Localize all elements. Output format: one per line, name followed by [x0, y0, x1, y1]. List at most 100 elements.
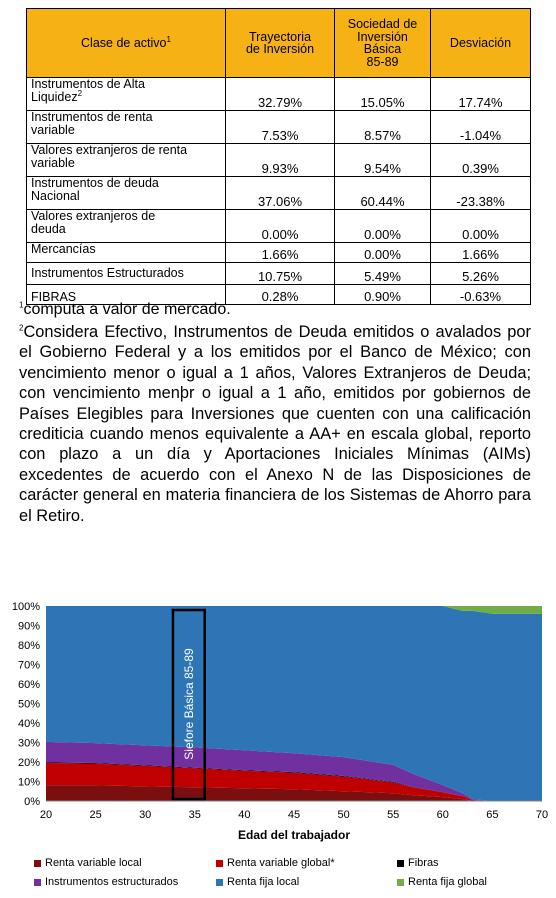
cell-siefore: 0.00% — [334, 242, 431, 263]
cell-trajectory: 10.75% — [225, 262, 335, 285]
cell-deviation: 0.00% — [430, 209, 531, 243]
table-row: Instrumentos Estructurados 10.75% 5.49% … — [26, 262, 531, 285]
cell-siefore: 15.05% — [334, 77, 431, 111]
header-deviation: Desviación — [430, 8, 531, 78]
table-row: Valores extranjeros de renta variable 9.9… — [26, 143, 531, 177]
y-tick-label: 30% — [18, 738, 40, 750]
table-row: Valores extranjeros de deuda 0.00% 0.00% … — [26, 209, 531, 243]
footnote-2: 2Considera Efectivo, Instrumentos de Deu… — [19, 323, 531, 525]
y-tick-label: 10% — [18, 777, 40, 789]
siefore-highlight-box — [171, 608, 206, 801]
legend-item-instrumentos-estructurados: Instrumentos estructurados — [34, 876, 178, 888]
asset-allocation-table: Clase de activo1 Trayectoria de Inversión… — [26, 8, 531, 305]
table-row: FIBRAS 0.28% 0.90% -0.63% — [26, 284, 531, 305]
row-label: FIBRAS — [26, 284, 226, 305]
legend-label: Instrumentos estructurados — [45, 876, 179, 888]
legend-label: Fibras — [408, 857, 439, 869]
cell-siefore: 60.44% — [334, 176, 431, 210]
x-tick-label: 60 — [437, 809, 449, 821]
x-tick-label: 20 — [40, 809, 52, 821]
legend-item-renta-variable-local: Renta variable local — [34, 857, 142, 869]
cell-trajectory: 37.06% — [225, 176, 335, 210]
y-tick-label: 80% — [18, 640, 40, 652]
siefore-highlight-label: Siefore Básica 85-89 — [182, 648, 196, 760]
row-label: Instrumentos Estructurados — [26, 262, 226, 285]
cell-deviation: 0.39% — [430, 143, 531, 177]
cell-siefore: 8.57% — [334, 110, 431, 144]
y-tick-label: 50% — [18, 699, 40, 711]
row-label: Valores extranjeros de renta variable — [26, 143, 226, 177]
y-tick-label: 70% — [18, 660, 40, 672]
y-tick-label: 0% — [24, 796, 40, 808]
cell-siefore: 9.54% — [334, 143, 431, 177]
legend-item-renta-variable-global: Renta variable global* — [216, 857, 335, 869]
area-series-4 — [46, 606, 542, 801]
legend-label: Renta variable global* — [227, 857, 335, 869]
x-tick-label: 50 — [337, 809, 349, 821]
x-axis-ticks: 20 25 30 35 40 45 50 55 60 65 70 — [40, 809, 548, 821]
y-tick-label: 40% — [18, 718, 40, 730]
y-tick-label: 60% — [18, 679, 40, 691]
legend-item-renta-fija-global: Renta fija global — [397, 876, 487, 888]
cell-trajectory: 0.00% — [225, 209, 335, 243]
header-trajectory: Trayectoria de Inversión — [225, 8, 335, 78]
chart-areas — [46, 606, 542, 801]
cell-trajectory: 32.79% — [225, 77, 335, 111]
cell-siefore: 0.90% — [334, 284, 431, 305]
glide-path-chart: Siefore Básica 85-89 0% 10% 20% 30% 40% 50% 60… — [12, 601, 548, 842]
cell-deviation: -1.04% — [430, 110, 531, 144]
x-tick-label: 40 — [238, 809, 250, 821]
cell-siefore: 0.00% — [334, 209, 431, 243]
legend-label: Renta fija local — [227, 876, 300, 888]
legend-swatch — [216, 859, 223, 867]
cell-deviation: 17.74% — [430, 77, 531, 111]
legend-swatch — [397, 859, 404, 867]
row-label: Instrumentos de deuda Nacional — [26, 176, 226, 210]
cell-deviation: 5.26% — [430, 262, 531, 285]
legend-item-renta-fija-local: Renta fija local — [216, 876, 299, 888]
x-tick-label: 65 — [486, 809, 498, 821]
header-asset-class: Clase de activo1 — [26, 8, 226, 78]
legend-label: Renta variable local — [45, 857, 142, 869]
area-series-1 — [46, 763, 542, 801]
x-tick-label: 25 — [89, 809, 101, 821]
x-tick-label: 55 — [387, 809, 399, 821]
legend-swatch — [397, 878, 404, 886]
legend-label: Renta fija global — [408, 876, 487, 888]
legend-swatch — [34, 878, 41, 886]
x-tick-label: 70 — [536, 809, 548, 821]
y-tick-label: 100% — [12, 601, 40, 613]
table-row: Instrumentos de Alta Liquidez2 32.79% 15.… — [26, 77, 531, 111]
table-row: Mercancías 1.66% 0.00% 1.66% — [26, 242, 531, 263]
cell-deviation: 1.66% — [430, 242, 531, 263]
table-row: Instrumentos de renta variable 7.53% 8.57… — [26, 110, 531, 144]
header-siefore: Sociedad de Inversión Básica 85-89 — [334, 8, 431, 78]
y-tick-label: 20% — [18, 757, 40, 769]
cell-siefore: 5.49% — [334, 262, 431, 285]
legend-swatch — [216, 878, 223, 886]
cell-trajectory: 1.66% — [225, 242, 335, 263]
x-tick-label: 30 — [139, 809, 151, 821]
row-label: Valores extranjeros de deuda — [26, 209, 226, 243]
x-tick-label: 35 — [189, 809, 201, 821]
row-label: Instrumentos de renta variable — [26, 110, 226, 144]
x-axis-title: Edad del trabajador — [238, 828, 350, 842]
table-header-row: Clase de activo1 Trayectoria de Inversión… — [26, 8, 531, 78]
y-axis-ticks: 0% 10% 20% 30% 40% 50% 60% 70% 80% 90% 100% — [12, 601, 40, 808]
area-series-3 — [46, 741, 542, 801]
row-label: Instrumentos de Alta Liquidez2 — [26, 77, 226, 111]
cell-trajectory: 9.93% — [225, 143, 335, 177]
cell-deviation: -23.38% — [430, 176, 531, 210]
legend-item-fibras: Fibras — [397, 857, 439, 869]
legend-swatch — [34, 859, 41, 867]
x-tick-label: 45 — [288, 809, 300, 821]
row-label: Mercancías — [26, 242, 226, 263]
cell-trajectory: 7.53% — [225, 110, 335, 144]
footnote-1: 1computa a valor de mercado. — [19, 300, 231, 318]
cell-trajectory: 0.28% — [225, 284, 335, 305]
table-row: Instrumentos de deuda Nacional 37.06% 60.… — [26, 176, 531, 210]
cell-deviation: -0.63% — [430, 284, 531, 305]
area-series-0 — [46, 785, 542, 801]
area-series-5 — [46, 606, 542, 614]
y-tick-label: 90% — [18, 621, 40, 633]
